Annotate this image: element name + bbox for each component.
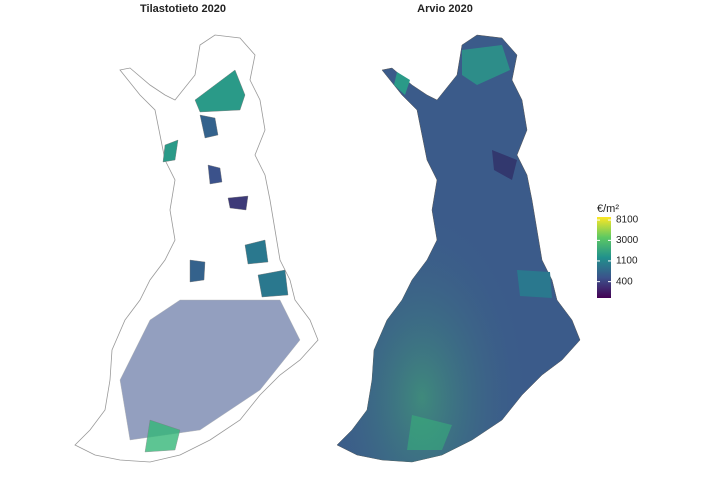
legend-tick-label: 400 (616, 276, 633, 287)
map-left (74, 34, 319, 463)
legend: €/m² 400 1100 3000 8100 (597, 203, 639, 298)
legend-tick-label: 1100 (616, 256, 638, 267)
panel-title: Tilastotieto 2020 (140, 3, 226, 15)
colorbar (597, 217, 611, 298)
legend-title: €/m² (597, 203, 619, 215)
legend-tick-label: 8100 (616, 215, 639, 226)
panel-title: Arvio 2020 (417, 3, 473, 15)
map-right (336, 34, 581, 463)
legend-tick-label: 3000 (616, 235, 639, 246)
